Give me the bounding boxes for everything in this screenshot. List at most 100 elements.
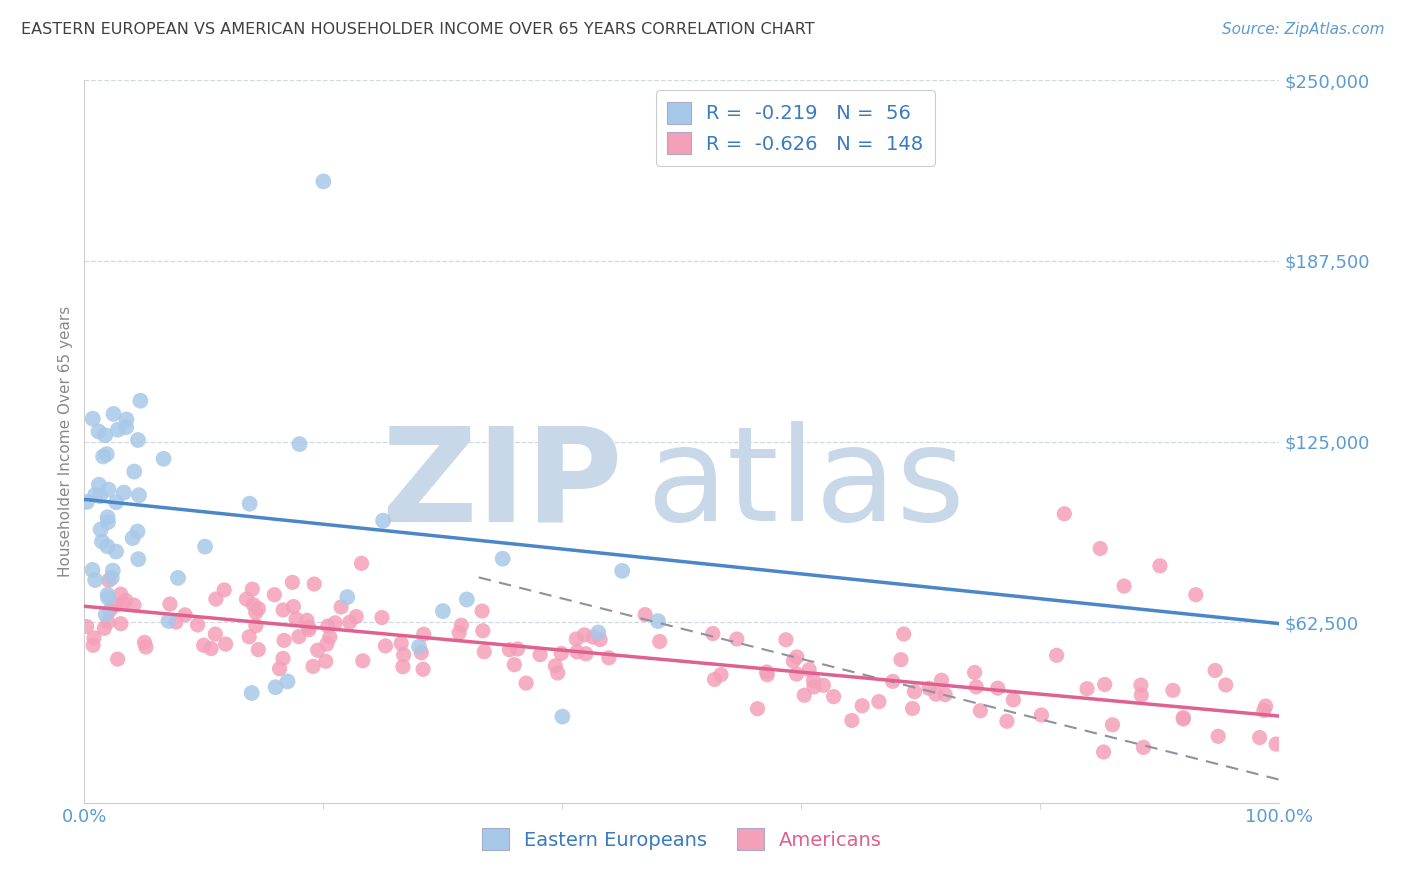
Point (710, 667, 733, 681)
Point (107, 652, 129, 666)
Point (302, 659, 325, 673)
Point (747, 702, 769, 716)
Point (288, 437, 311, 451)
Point (412, 627, 434, 641)
Point (103, 407, 125, 421)
Point (187, 618, 209, 632)
Point (1130, 688, 1153, 702)
Point (319, 630, 342, 644)
Point (330, 599, 353, 614)
Point (235, 592, 257, 607)
Point (1173, 710, 1195, 724)
Point (432, 604, 454, 618)
Point (903, 684, 925, 698)
Point (648, 634, 671, 648)
Point (167, 571, 190, 585)
Point (934, 688, 956, 702)
Point (115, 412, 138, 426)
Point (350, 557, 373, 571)
Point (269, 662, 291, 676)
Point (97, 591, 120, 605)
Point (498, 642, 520, 657)
Point (94, 607, 117, 622)
Point (851, 698, 873, 713)
Point (104, 599, 127, 613)
Point (127, 552, 149, 566)
Point (882, 674, 904, 689)
Point (339, 615, 361, 630)
Point (492, 551, 515, 566)
Text: ZIP: ZIP (381, 421, 623, 549)
Point (450, 618, 472, 632)
Point (1185, 588, 1208, 602)
Point (193, 638, 215, 652)
Point (97, 515, 120, 529)
Point (588, 625, 610, 640)
Point (135, 640, 157, 654)
Point (389, 636, 412, 650)
Point (1002, 693, 1025, 707)
Point (111, 596, 134, 610)
Point (105, 544, 128, 558)
Point (574, 628, 596, 642)
Point (544, 658, 567, 673)
Point (987, 681, 1010, 695)
Point (242, 598, 264, 612)
Point (200, 641, 222, 656)
Text: atlas: atlas (647, 421, 965, 549)
Point (312, 174, 335, 188)
Point (1206, 729, 1229, 743)
Point (271, 603, 294, 617)
Point (373, 514, 395, 528)
Point (1204, 664, 1226, 678)
Point (868, 695, 890, 709)
Point (1253, 704, 1275, 718)
Legend: Eastern Europeans, Americans: Eastern Europeans, Americans (474, 820, 890, 858)
Point (969, 704, 991, 718)
Point (551, 709, 574, 723)
Point (128, 488, 150, 502)
Point (240, 582, 263, 596)
Point (76, 495, 98, 509)
Point (786, 649, 808, 664)
Point (93, 621, 115, 635)
Point (565, 632, 588, 646)
Point (174, 607, 197, 622)
Point (1129, 678, 1152, 692)
Point (411, 646, 433, 660)
Point (901, 701, 924, 715)
Point (127, 433, 149, 447)
Point (87, 425, 110, 439)
Point (277, 674, 299, 689)
Point (813, 678, 835, 692)
Point (271, 651, 294, 665)
Point (471, 604, 494, 618)
Point (245, 606, 267, 620)
Point (703, 673, 725, 687)
Point (134, 635, 156, 649)
Point (918, 681, 941, 696)
Point (82, 411, 104, 425)
Point (755, 665, 778, 679)
Point (204, 627, 226, 641)
Point (1132, 740, 1154, 755)
Point (1094, 677, 1116, 691)
Point (1090, 541, 1112, 556)
Point (214, 637, 236, 651)
Point (89, 489, 111, 503)
Point (295, 613, 318, 627)
Point (212, 582, 235, 597)
Point (101, 564, 124, 578)
Point (803, 673, 825, 688)
Point (107, 423, 129, 437)
Point (96, 539, 118, 553)
Point (115, 420, 138, 434)
Point (344, 609, 367, 624)
Point (1046, 648, 1069, 663)
Point (529, 648, 551, 662)
Point (841, 714, 863, 728)
Point (1092, 745, 1115, 759)
Point (82, 638, 104, 652)
Point (127, 524, 149, 539)
Point (97, 483, 120, 497)
